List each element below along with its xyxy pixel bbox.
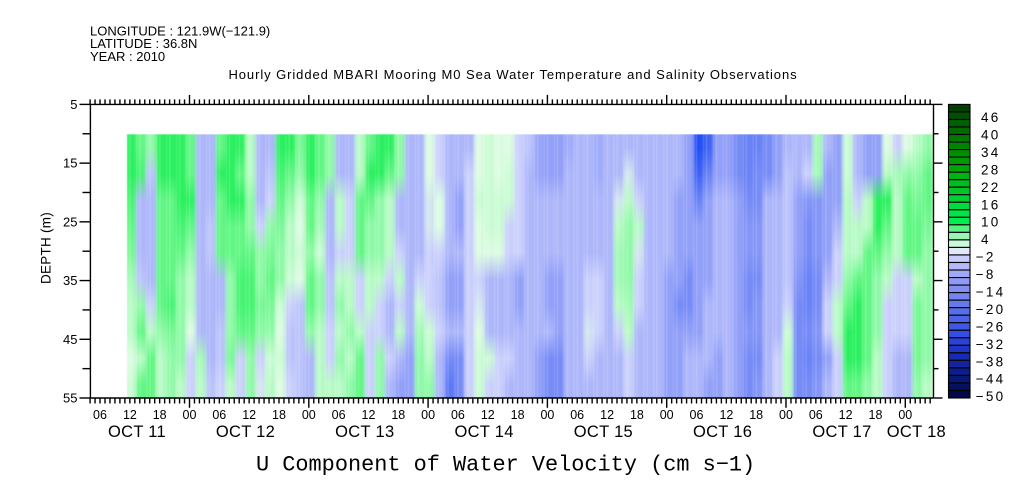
svg-text:LATITUDE : 36.8N: LATITUDE : 36.8N bbox=[90, 36, 197, 51]
svg-text:00: 00 bbox=[779, 408, 793, 422]
svg-text:00: 00 bbox=[183, 408, 197, 422]
svg-text:18: 18 bbox=[153, 408, 167, 422]
svg-text:06: 06 bbox=[809, 408, 823, 422]
svg-text:12: 12 bbox=[242, 408, 256, 422]
svg-text:4: 4 bbox=[981, 232, 991, 247]
svg-text:00: 00 bbox=[898, 408, 912, 422]
svg-text:18: 18 bbox=[391, 408, 405, 422]
svg-text:35: 35 bbox=[63, 273, 77, 288]
svg-text:00: 00 bbox=[660, 408, 674, 422]
svg-text:55: 55 bbox=[63, 391, 77, 406]
svg-text:00: 00 bbox=[302, 408, 316, 422]
svg-text:00: 00 bbox=[540, 408, 554, 422]
svg-text:34: 34 bbox=[981, 145, 1000, 160]
svg-text:06: 06 bbox=[93, 408, 107, 422]
svg-text:OCT 16: OCT 16 bbox=[693, 423, 752, 441]
svg-text:18: 18 bbox=[869, 408, 883, 422]
svg-text:Hourly Gridded MBARI Mooring M: Hourly Gridded MBARI Mooring M0 Sea Wate… bbox=[228, 67, 797, 82]
svg-text:06: 06 bbox=[332, 408, 346, 422]
svg-text:−20: −20 bbox=[976, 302, 1006, 317]
svg-text:18: 18 bbox=[272, 408, 286, 422]
svg-text:00: 00 bbox=[421, 408, 435, 422]
svg-text:OCT 12: OCT 12 bbox=[216, 423, 275, 441]
svg-text:10: 10 bbox=[981, 215, 1000, 230]
svg-text:5: 5 bbox=[70, 97, 77, 112]
svg-text:OCT 11: OCT 11 bbox=[108, 423, 166, 441]
svg-text:12: 12 bbox=[719, 408, 733, 422]
svg-text:−14: −14 bbox=[976, 285, 1006, 300]
svg-text:−26: −26 bbox=[976, 319, 1006, 334]
svg-text:OCT 17: OCT 17 bbox=[812, 423, 871, 441]
svg-text:OCT 13: OCT 13 bbox=[335, 423, 394, 441]
svg-text:06: 06 bbox=[212, 408, 226, 422]
svg-text:12: 12 bbox=[362, 408, 376, 422]
svg-text:−38: −38 bbox=[976, 354, 1006, 369]
svg-text:06: 06 bbox=[690, 408, 704, 422]
svg-text:YEAR : 2010: YEAR : 2010 bbox=[90, 49, 165, 64]
svg-text:06: 06 bbox=[451, 408, 465, 422]
svg-text:06: 06 bbox=[570, 408, 584, 422]
svg-text:18: 18 bbox=[630, 408, 644, 422]
svg-text:−2: −2 bbox=[976, 250, 996, 265]
svg-text:12: 12 bbox=[839, 408, 853, 422]
svg-text:15: 15 bbox=[63, 156, 77, 171]
svg-text:12: 12 bbox=[600, 408, 614, 422]
svg-text:OCT 18: OCT 18 bbox=[887, 423, 946, 441]
svg-text:−50: −50 bbox=[976, 389, 1006, 404]
svg-text:12: 12 bbox=[481, 408, 495, 422]
svg-text:16: 16 bbox=[981, 197, 1000, 212]
svg-text:U Component of Water Velocity: U Component of Water Velocity (cm s−1) bbox=[256, 453, 755, 478]
svg-text:−32: −32 bbox=[976, 337, 1006, 352]
svg-text:12: 12 bbox=[123, 408, 137, 422]
svg-text:40: 40 bbox=[981, 128, 1000, 143]
svg-text:46: 46 bbox=[981, 110, 1000, 125]
svg-text:18: 18 bbox=[511, 408, 525, 422]
svg-text:22: 22 bbox=[981, 180, 1000, 195]
svg-text:−8: −8 bbox=[976, 267, 996, 282]
svg-text:28: 28 bbox=[981, 162, 1000, 177]
svg-text:18: 18 bbox=[749, 408, 763, 422]
svg-text:45: 45 bbox=[63, 332, 77, 347]
svg-text:DEPTH (m): DEPTH (m) bbox=[39, 212, 54, 284]
svg-text:OCT 15: OCT 15 bbox=[574, 423, 633, 441]
svg-text:OCT 14: OCT 14 bbox=[454, 423, 513, 441]
svg-text:25: 25 bbox=[63, 214, 77, 229]
svg-text:−44: −44 bbox=[976, 372, 1006, 387]
svg-text:LONGITUDE : 121.9W(−121.9): LONGITUDE : 121.9W(−121.9) bbox=[90, 23, 270, 38]
